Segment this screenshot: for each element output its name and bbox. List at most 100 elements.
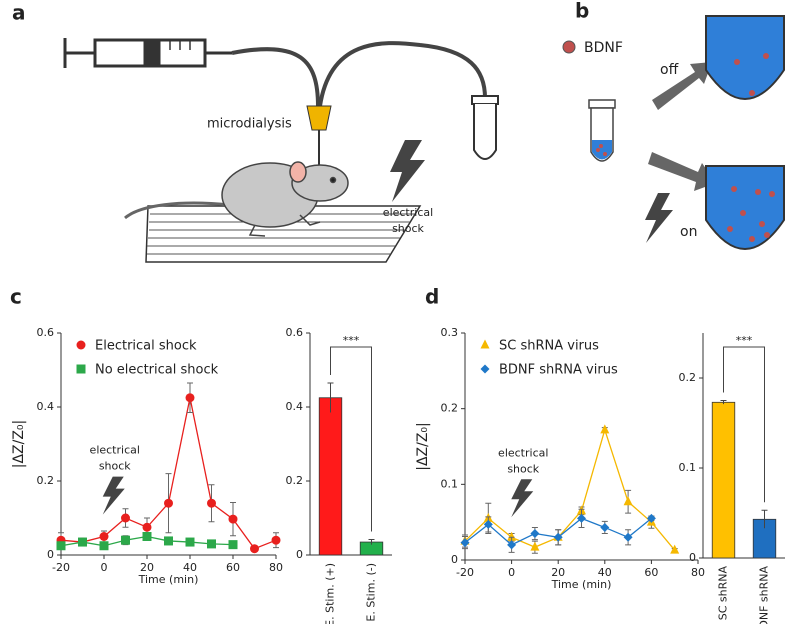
x-tick-label: E. Stim. (-) [365,563,378,622]
x-tick-label: E. Stim. (+) [324,563,337,624]
legend-marker [76,364,86,374]
panel-label: d [425,285,439,309]
x-tick-label: 60 [226,561,240,574]
collection-tube-cap [471,95,499,105]
legend-marker [480,339,490,349]
panel-label: b [575,0,589,23]
bdnf-marker [562,40,576,54]
probe [306,105,332,131]
legend-label: No electrical shock [95,363,219,378]
mouse [124,161,349,237]
error-bar [720,400,727,405]
bdnf-legend: BDNF [584,40,623,56]
marker [250,544,259,554]
x-tick-label: 20 [551,566,565,579]
marker [530,541,540,551]
marker [228,540,238,550]
y-tick-label: 0.4 [37,400,55,413]
significance-bracket [723,346,765,503]
off-label: off [660,62,679,78]
marker [623,496,633,506]
marker [646,513,656,523]
beaker-on [705,165,785,250]
y-tick-label: 0.4 [286,400,304,413]
marker [507,531,517,541]
marker [207,498,216,508]
y-tick-label: 0 [47,548,54,561]
legend-label: Electrical shock [95,339,197,354]
y-tick-label: 0.6 [37,326,55,339]
y-tick-label: 0.2 [441,402,459,415]
marker [142,532,152,541]
y-tick-label: 0 [451,553,458,566]
sample-liquid [592,140,612,160]
annotation: shock [507,462,539,475]
legend-marker [76,340,86,350]
y-axis-label: |ΔZ/Z₀| [11,420,27,469]
lightning [102,476,125,515]
marker [121,513,130,523]
marker [577,513,586,523]
panel-label: c [10,285,22,309]
x-tick-label: 0 [101,561,108,574]
marker [164,536,173,546]
x-tick-label: -20 [52,561,70,574]
marker [670,544,680,554]
legend-marker [480,364,490,374]
series-line [464,427,676,551]
marker [56,541,66,551]
syringe [63,38,232,68]
lightning [511,479,534,518]
y-tick-label: 0.2 [286,474,304,487]
x-tick-label: 60 [644,566,658,579]
marker [460,538,470,548]
y-tick-label: 0.1 [679,461,697,474]
marker [142,522,152,532]
arrow-off [652,62,712,110]
y-tick-label: 0.1 [441,477,459,490]
beaker-off [705,15,785,100]
bar [318,397,343,556]
bar [711,401,736,559]
collection-tube [473,104,497,160]
y-tick-label: 0.2 [679,371,697,384]
arrow-on [648,152,716,191]
marker [185,393,195,403]
error-bar [368,538,375,545]
x-tick-label: 20 [140,561,154,574]
tube [318,41,487,107]
marker [207,539,216,549]
y-axis-label: |ΔZ/Z₀| [415,422,431,471]
lightning [390,140,425,202]
marker [600,424,610,434]
marker [623,532,633,542]
y-tick-label: 0 [296,548,303,561]
y-tick-label: 0.2 [37,474,55,487]
x-tick-label: 80 [269,561,283,574]
marker [228,514,238,524]
marker [600,522,610,532]
x-tick-label: SC shRNA [717,566,730,621]
error-bar [327,382,334,413]
y-tick-label: 0.3 [441,326,459,339]
marker [507,540,517,550]
legend-label: SC shRNA virus [499,339,599,354]
x-tick-label: 0 [508,566,515,579]
sample-tube-cap [588,99,616,109]
x-tick-label: 40 [183,561,197,574]
shock-grid [145,205,422,263]
x-axis-label: Time (min) [551,578,612,591]
x-tick-label: -20 [456,566,474,579]
legend-label: BDNF shRNA virus [499,363,618,378]
significance-label: *** [736,334,753,347]
annotation: electrical [498,446,548,459]
x-tick-label: BDNF shRNA [758,566,771,624]
annotation: shock [99,460,131,473]
x-tick-label: 80 [691,566,705,579]
significance-label: *** [343,334,360,347]
lightning [645,193,673,243]
marker [483,519,493,529]
marker [99,541,109,551]
shock-label: shock [392,222,424,235]
